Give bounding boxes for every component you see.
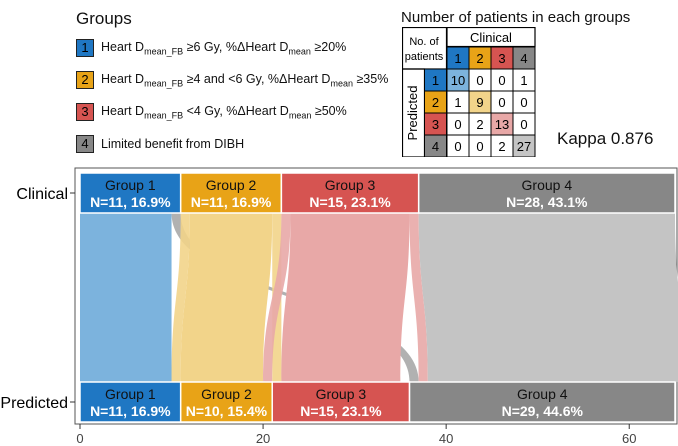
clinical-stratum-label: Group 4 [522,177,573,193]
legend-swatch: 4 [76,135,94,153]
predicted-stratum-stat: N=10, 15.4% [186,403,268,419]
legend-swatch: 1 [76,39,94,57]
row-label: 3 [432,117,439,132]
x-tick-label: 40 [439,431,453,446]
matrix-value: 10 [451,73,465,88]
row-header: Predicted [405,86,420,141]
flow-band [418,213,678,382]
matrix-value: 1 [454,95,461,110]
predicted-stratum-stat: N=11, 16.9% [90,403,171,419]
flow-band [171,213,190,382]
corner-label-line2: patients [405,51,444,63]
legend-swatch: 3 [76,103,94,121]
matrix-cell [512,134,536,157]
predicted-stratum [79,381,182,423]
clinical-stratum-label: Group 3 [325,177,376,193]
matrix-value: 9 [476,95,483,110]
legend-label: Limited benefit from DIBH [101,137,245,151]
x-axis: 0 20 40 60 [76,424,636,446]
col-header: Clinical [470,30,512,45]
flows [80,213,678,382]
matrix-value: 13 [495,117,509,132]
flow-band [180,213,273,382]
clinical-stratum-stat: N=11, 16.9% [90,194,171,210]
matrix-value: 0 [476,73,483,88]
x-tick-label: 20 [256,431,270,446]
flow-band [80,213,172,382]
col-label: 4 [520,51,527,66]
predicted-stratum-stat: N=15, 23.1% [300,403,382,419]
matrix-value: 0 [476,139,483,154]
x-tick-label: 60 [622,431,636,446]
col-label: 3 [498,51,505,66]
predicted-stratum-label: Group 4 [517,386,568,402]
legend-item: 3 Heart Dmean_FB <4 Gy, %ΔHeart Dmean ≥50… [76,102,347,122]
predicted-stratum-label: Group 3 [316,386,367,402]
flow-band [409,213,428,382]
matrix-value: 2 [498,139,505,154]
matrix-value: 0 [454,117,461,132]
legend-label: Heart Dmean_FB <4 Gy, %ΔHeart Dmean ≥50% [101,103,347,121]
legend-item: 2 Heart Dmean_FB ≥4 and <6 Gy, %ΔHeart Dm… [76,70,388,90]
clinical-stratum-stat: N=28, 43.1% [506,194,588,210]
clinical-strata: Group 1N=11, 16.9%Group 2N=11, 16.9%Grou… [79,172,676,214]
row-label: 2 [432,95,439,110]
clinical-stratum-label: Group 2 [206,177,257,193]
clinical-stratum [79,172,182,214]
clinical-stratum-stat: N=11, 16.9% [191,194,272,210]
corner-label-line1: No. of [409,36,439,48]
legend-title: Groups [76,9,132,28]
clinical-stratum-label: Group 1 [105,177,156,193]
predicted-stratum-label: Group 2 [201,386,252,402]
clinical-stratum [280,172,420,214]
flow-band [263,213,291,382]
y-tick-label: Clinical [16,186,68,203]
matrix-value: 0 [498,95,505,110]
row-label: 1 [432,73,439,88]
legend-item: 1 Heart Dmean_FB ≥6 Gy, %ΔHeart Dmean ≥20… [76,38,346,58]
matrix-value: 27 [517,139,531,154]
clinical-stratum [417,172,676,214]
predicted-stratum [408,381,676,423]
alluvial-chart: Group 1N=11, 16.9%Group 2N=11, 16.9%Grou… [0,167,678,446]
legend-swatch: 2 [76,71,94,89]
row-label: 4 [432,139,439,154]
matrix-value: 1 [520,73,527,88]
col-label: 1 [454,51,461,66]
kappa-label: Kappa 0.876 [557,129,654,148]
matrix-value: 0 [520,117,527,132]
predicted-stratum-label: Group 1 [105,386,156,402]
matrix-value: 2 [476,117,483,132]
legend-item: 4 Limited benefit from DIBH [76,134,244,154]
y-tick-label: Predicted [0,395,68,412]
legend-label: Heart Dmean_FB ≥4 and <6 Gy, %ΔHeart Dme… [101,71,389,89]
predicted-strata: Group 1N=11, 16.9% Group 2N=10, 15.4% Grou… [79,381,676,423]
matrix-value: 0 [454,139,461,154]
confusion-title: Number of patients in each groups [401,9,631,26]
matrix-value: 0 [498,73,505,88]
flow-band [281,213,410,382]
x-tick-label: 0 [76,431,83,446]
col-label: 2 [476,51,483,66]
y-axis: Clinical Predicted [0,186,75,412]
matrix-value: 0 [520,95,527,110]
clinical-stratum-stat: N=15, 23.1% [309,194,391,210]
predicted-stratum-stat: N=29, 44.6% [502,403,584,419]
predicted-stratum [271,381,411,423]
legend-label: Heart Dmean_FB ≥6 Gy, %ΔHeart Dmean ≥20% [101,39,347,57]
